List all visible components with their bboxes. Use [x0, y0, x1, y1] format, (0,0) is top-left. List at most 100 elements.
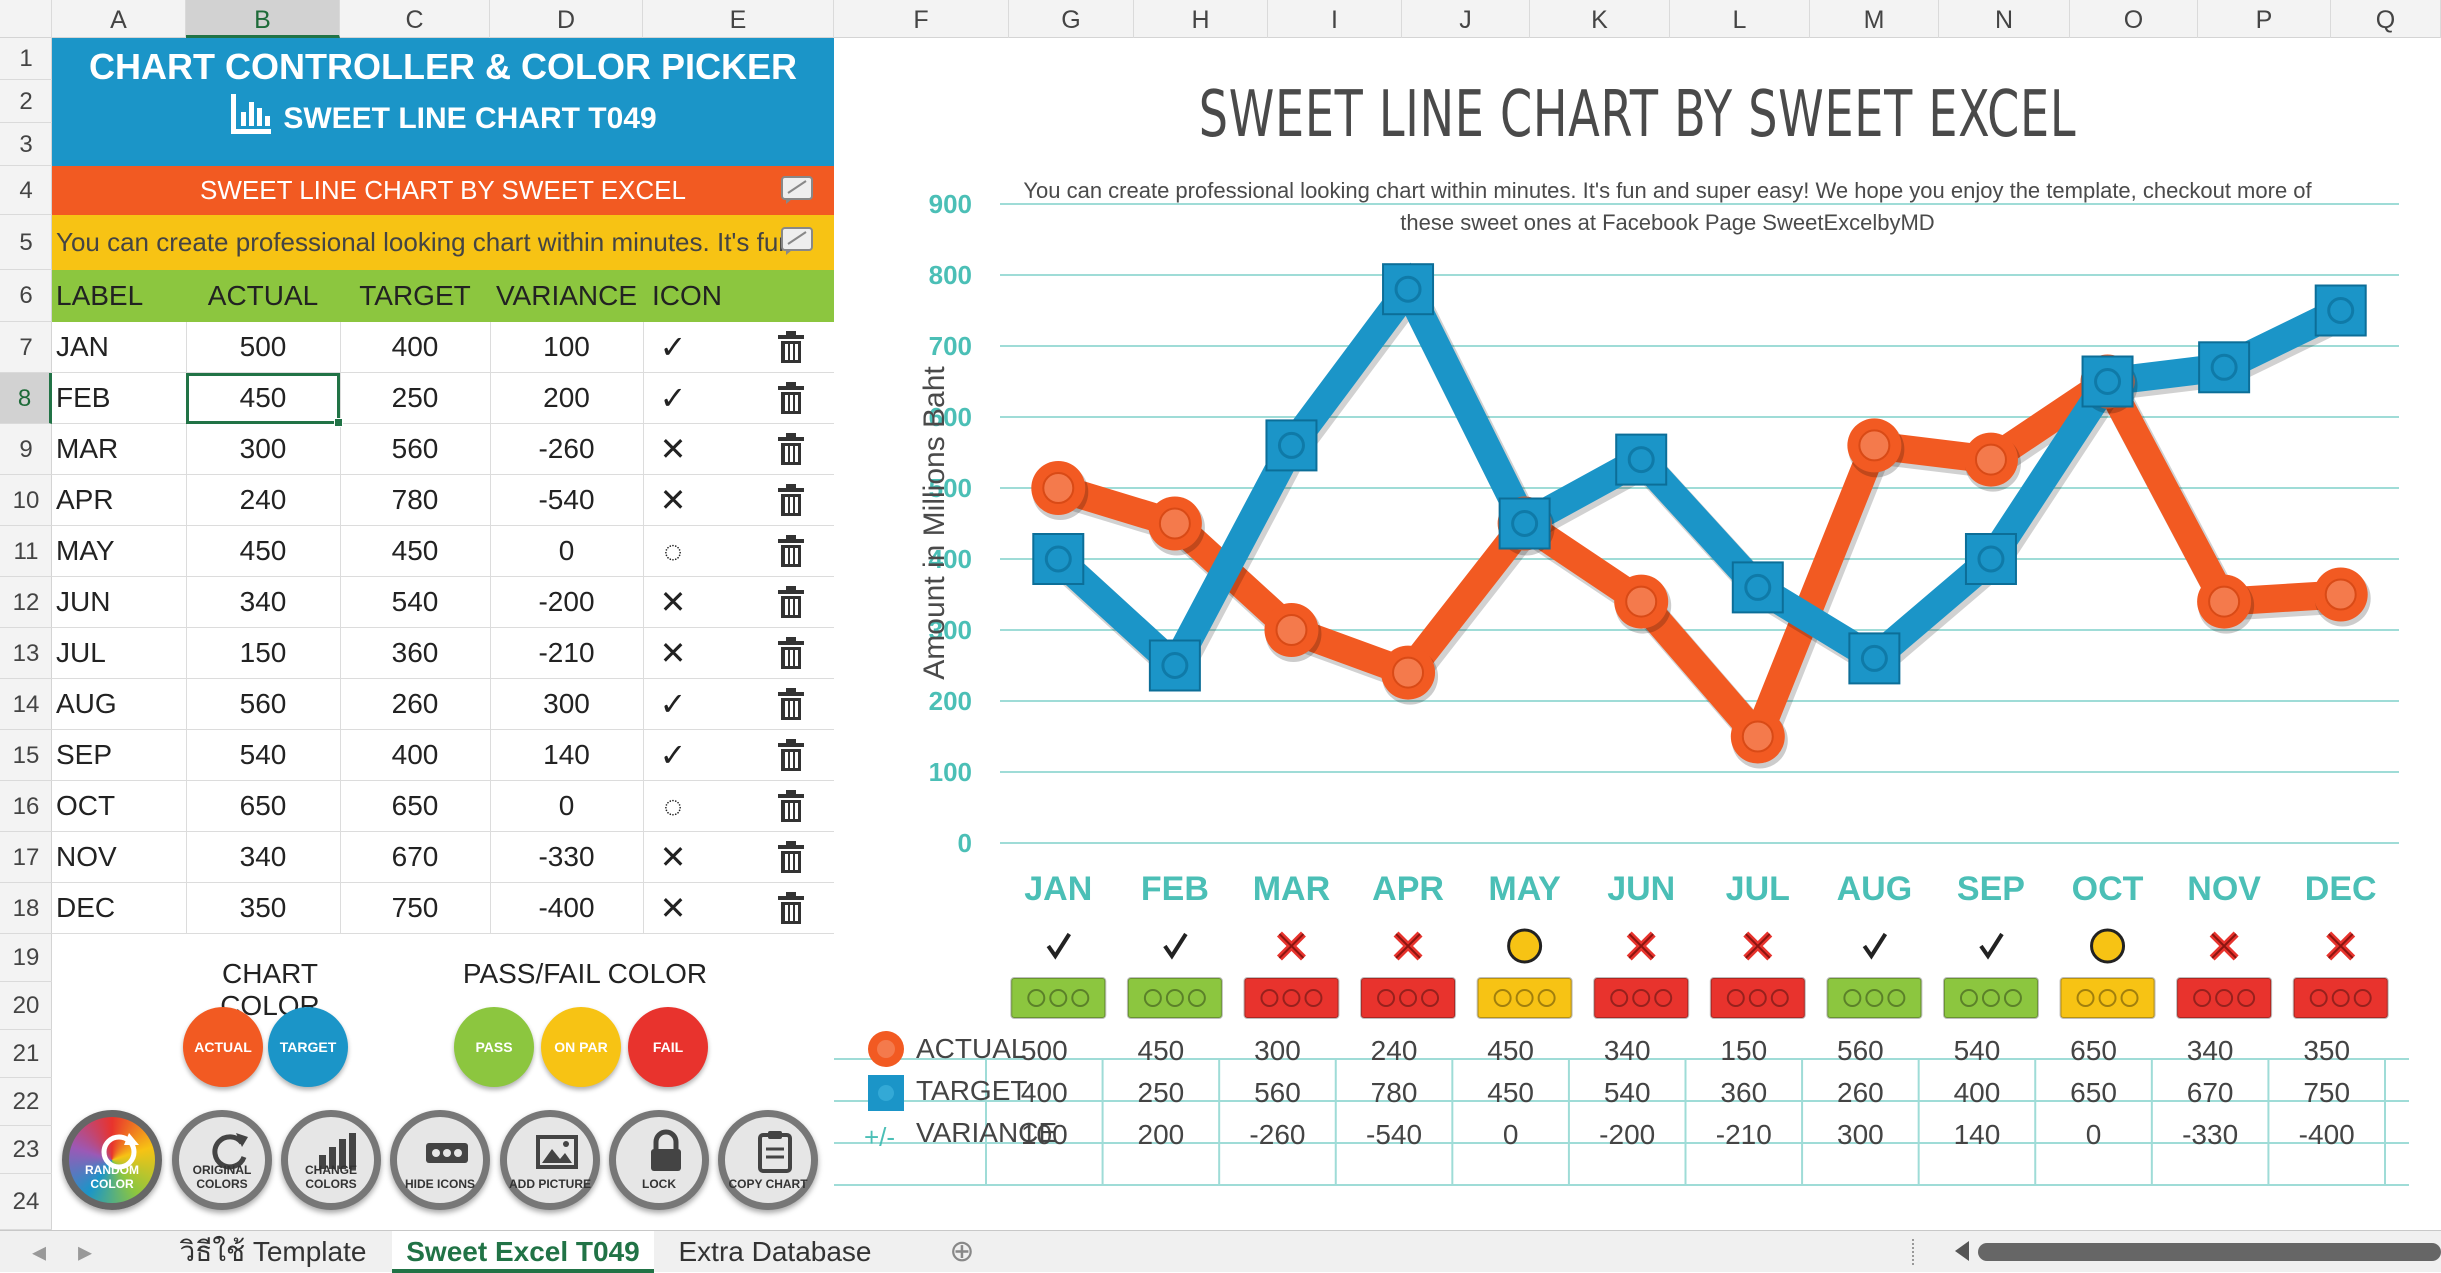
- row-header-4[interactable]: 4: [0, 166, 52, 215]
- cell-label[interactable]: FEB: [56, 382, 111, 413]
- trash-icon[interactable]: [771, 373, 811, 424]
- cell-actual[interactable]: 350: [239, 892, 287, 923]
- row-header-21[interactable]: 21: [0, 1030, 52, 1078]
- tab-scroll-left-icon[interactable]: ◂: [31, 1236, 47, 1267]
- cell-label[interactable]: JUL: [56, 637, 106, 668]
- column-header-b[interactable]: B: [186, 0, 340, 38]
- select-all-corner[interactable]: [0, 0, 52, 38]
- tab-how-to[interactable]: วิธีใช้ Template: [179, 1236, 367, 1267]
- cell-label[interactable]: MAR: [56, 433, 119, 464]
- cell-variance[interactable]: -210: [538, 637, 595, 668]
- column-header-c[interactable]: C: [340, 0, 490, 38]
- cell-target[interactable]: 540: [391, 586, 439, 617]
- column-header-m[interactable]: M: [1810, 0, 1939, 38]
- row-header-3[interactable]: 3: [0, 123, 52, 166]
- cell-label[interactable]: NOV: [56, 841, 117, 872]
- column-header-f[interactable]: F: [834, 0, 1009, 38]
- column-header-j[interactable]: J: [1402, 0, 1530, 38]
- active-cell-selection[interactable]: [186, 373, 343, 427]
- row-header-13[interactable]: 13: [0, 628, 52, 679]
- cell-variance[interactable]: 0: [558, 790, 575, 821]
- chart-title-value[interactable]: SWEET LINE CHART BY SWEET EXCEL: [200, 175, 686, 205]
- change-colors-button[interactable]: CHANGE COLORS: [281, 1110, 381, 1210]
- column-header-a[interactable]: A: [52, 0, 186, 38]
- original-colors-button[interactable]: ORIGINAL COLORS: [172, 1110, 272, 1210]
- onpar-color-picker[interactable]: ON PAR: [541, 1007, 621, 1087]
- trash-icon[interactable]: [771, 577, 811, 628]
- cell-target[interactable]: 450: [391, 535, 439, 566]
- line-chart[interactable]: 0 100 200 300 400 500 600 700 800 900 Amount in Mi…: [834, 38, 2441, 1230]
- cell-actual[interactable]: 240: [239, 484, 287, 515]
- cell-variance[interactable]: 300: [543, 688, 590, 719]
- cell-actual[interactable]: 500: [239, 331, 287, 362]
- cell-target[interactable]: 780: [391, 484, 439, 515]
- row-header-16[interactable]: 16: [0, 781, 52, 832]
- trash-icon[interactable]: [771, 679, 811, 730]
- cell-variance[interactable]: -540: [538, 484, 595, 515]
- scroll-left-icon[interactable]: [1955, 1241, 1969, 1261]
- row-header-19[interactable]: 19: [0, 934, 52, 982]
- comment-icon[interactable]: [780, 226, 814, 256]
- trash-icon[interactable]: [771, 322, 811, 373]
- add-picture-button[interactable]: ADD PICTURE: [500, 1110, 600, 1210]
- column-header-q[interactable]: Q: [2331, 0, 2441, 38]
- tab-scroll-right-icon[interactable]: ▸: [77, 1236, 93, 1267]
- random-color-button[interactable]: RANDOM COLOR: [62, 1110, 162, 1210]
- row-header-18[interactable]: 18: [0, 883, 52, 934]
- trash-icon[interactable]: [771, 424, 811, 475]
- column-header-i[interactable]: I: [1268, 0, 1402, 38]
- row-header-20[interactable]: 20: [0, 982, 52, 1030]
- trash-icon[interactable]: [771, 526, 811, 577]
- column-header-o[interactable]: O: [2070, 0, 2198, 38]
- tab-sweet-excel-t049[interactable]: Sweet Excel T049: [392, 1231, 654, 1273]
- cell-variance[interactable]: -330: [538, 841, 595, 872]
- cell-actual[interactable]: 450: [239, 382, 287, 413]
- row-header-12[interactable]: 12: [0, 577, 52, 628]
- horizontal-scrollbar[interactable]: [1978, 1243, 2441, 1261]
- cell-target[interactable]: 650: [391, 790, 439, 821]
- row-header-9[interactable]: 9: [0, 424, 52, 475]
- column-header-h[interactable]: H: [1134, 0, 1268, 38]
- cell-label[interactable]: MAY: [56, 535, 115, 566]
- scroll-splitter[interactable]: [1912, 1239, 1918, 1265]
- row-header-22[interactable]: 22: [0, 1078, 52, 1126]
- cell-actual[interactable]: 340: [239, 841, 287, 872]
- copy-chart-button[interactable]: COPY CHART: [718, 1110, 818, 1210]
- row-header-10[interactable]: 10: [0, 475, 52, 526]
- hide-icons-button[interactable]: HIDE ICONS: [390, 1110, 490, 1210]
- row-header-2[interactable]: 2: [0, 80, 52, 123]
- cell-target[interactable]: 400: [391, 739, 439, 770]
- cell-actual[interactable]: 340: [239, 586, 287, 617]
- cell-variance[interactable]: -200: [538, 586, 595, 617]
- chart-title-input-row[interactable]: SWEET LINE CHART BY SWEET EXCEL: [52, 166, 834, 215]
- cell-target[interactable]: 670: [391, 841, 439, 872]
- target-color-picker[interactable]: TARGET: [268, 1007, 348, 1087]
- trash-icon[interactable]: [771, 475, 811, 526]
- fail-color-picker[interactable]: FAIL: [628, 1007, 708, 1087]
- row-header-5[interactable]: 5: [0, 215, 52, 270]
- row-header-15[interactable]: 15: [0, 730, 52, 781]
- cell-label[interactable]: DEC: [56, 892, 116, 923]
- row-header-6[interactable]: 6: [0, 270, 52, 322]
- cell-variance[interactable]: 100: [543, 331, 590, 362]
- tab-extra-database[interactable]: Extra Database: [678, 1236, 872, 1267]
- cell-actual[interactable]: 150: [239, 637, 287, 668]
- row-header-11[interactable]: 11: [0, 526, 52, 577]
- actual-color-picker[interactable]: ACTUAL: [183, 1007, 263, 1087]
- cell-variance[interactable]: -400: [538, 892, 595, 923]
- chart-area[interactable]: SWEET LINE CHART BY SWEET EXCEL You can …: [834, 38, 2441, 1230]
- column-header-g[interactable]: G: [1009, 0, 1134, 38]
- description-input-row[interactable]: You can create professional looking char…: [52, 215, 834, 270]
- cell-actual[interactable]: 560: [239, 688, 287, 719]
- trash-icon[interactable]: [771, 730, 811, 781]
- trash-icon[interactable]: [771, 628, 811, 679]
- cell-target[interactable]: 250: [391, 382, 439, 413]
- column-header-n[interactable]: N: [1939, 0, 2070, 38]
- cell-variance[interactable]: 0: [558, 535, 575, 566]
- trash-icon[interactable]: [771, 883, 811, 934]
- cell-variance[interactable]: -260: [538, 433, 595, 464]
- column-header-k[interactable]: K: [1530, 0, 1670, 38]
- row-header-24[interactable]: 24: [0, 1174, 52, 1230]
- column-header-d[interactable]: D: [490, 0, 643, 38]
- cell-actual[interactable]: 450: [239, 535, 287, 566]
